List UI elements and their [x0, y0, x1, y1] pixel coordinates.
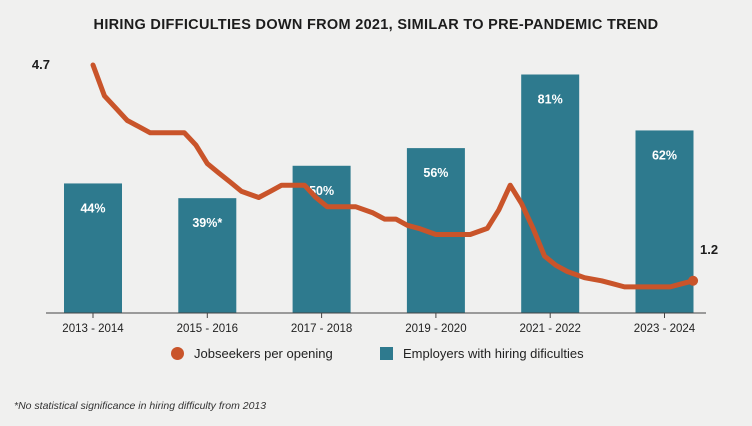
line-end-label: 1.2	[700, 242, 718, 257]
legend-line-swatch	[171, 347, 184, 360]
line-start-label: 4.7	[32, 57, 50, 72]
legend-line: Jobseekers per opening	[171, 346, 333, 361]
x-tick-label-5: 2023 - 2024	[634, 323, 696, 335]
line-end-dot	[688, 275, 699, 286]
bar-4	[521, 74, 580, 313]
bar-value-label-0: 44%	[80, 201, 105, 215]
x-axis-tick-labels: 2013 - 2014 2015 - 2016 2017 - 2018 2019 - …	[62, 323, 695, 335]
jobseekers-line	[90, 62, 696, 290]
bar-series	[64, 74, 694, 313]
bar-labels: 44%39%*50%56%81%62%	[80, 93, 677, 231]
bar-1	[178, 198, 237, 313]
x-tick-label-3: 2019 - 2020	[405, 323, 466, 335]
bar-value-label-3: 56%	[423, 166, 448, 180]
legend-bar: Employers with hiring dificulties	[380, 346, 584, 361]
legend-line-label: Jobseekers per opening	[194, 346, 333, 361]
bar-value-label-5: 62%	[652, 148, 677, 162]
legend-bar-label: Employers with hiring dificulties	[403, 346, 584, 361]
bar-2	[292, 165, 351, 313]
x-tick-label-0: 2013 - 2014	[62, 323, 124, 335]
footnote: *No statistical significance in hiring d…	[14, 400, 267, 412]
bar-value-label-4: 81%	[538, 93, 563, 107]
x-tick-label-2: 2017 - 2018	[291, 323, 352, 335]
bar-value-label-1: 39%*	[192, 216, 222, 230]
x-axis-ticks	[92, 313, 665, 318]
chart-title: HIRING DIFFICULTIES DOWN FROM 2021, SIMI…	[93, 17, 659, 33]
x-tick-label-4: 2021 - 2022	[520, 323, 581, 335]
legend-bar-swatch	[380, 347, 393, 360]
x-tick-label-1: 2015 - 2016	[177, 323, 238, 335]
bar-3	[406, 148, 465, 313]
bar-0	[64, 183, 122, 313]
